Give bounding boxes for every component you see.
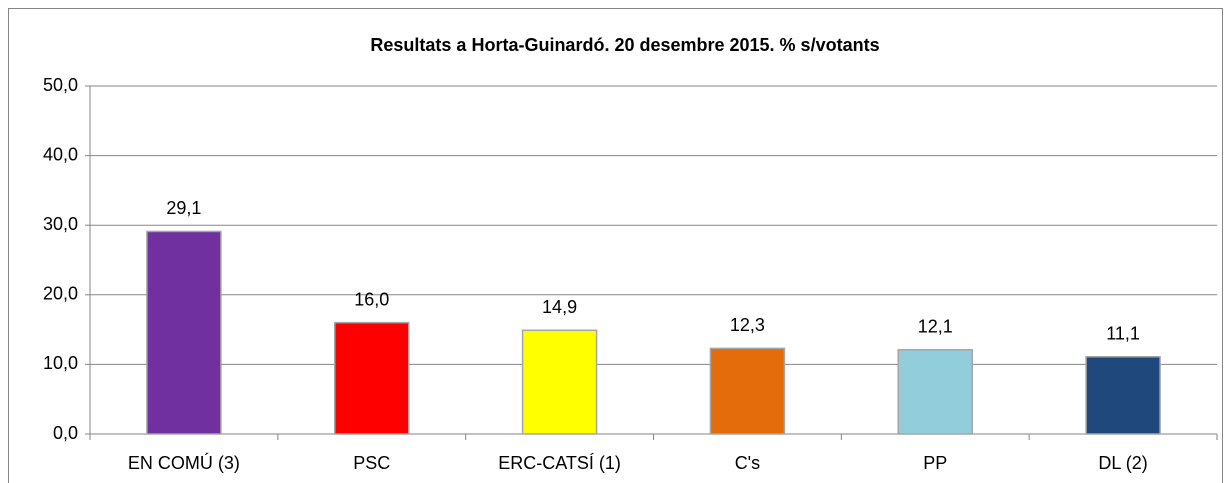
- y-tick-label: 20,0: [43, 284, 78, 304]
- y-tick-label: 40,0: [43, 144, 78, 164]
- bar: [897, 349, 973, 435]
- data-label: 29,1: [166, 198, 201, 218]
- y-tick-label: 50,0: [43, 75, 78, 95]
- y-tick-label: 30,0: [43, 214, 78, 234]
- y-tick-label: 0,0: [53, 423, 78, 443]
- y-tick-label: 10,0: [43, 353, 78, 373]
- bar: [334, 321, 410, 435]
- x-tick-label: PSC: [353, 453, 390, 473]
- data-label: 16,0: [354, 289, 389, 309]
- x-tick-label: ERC-CATSÍ (1): [498, 453, 621, 473]
- bar: [709, 347, 786, 435]
- data-label: 14,9: [542, 297, 577, 317]
- x-tick-label: PP: [923, 453, 947, 473]
- data-label: 12,1: [918, 317, 953, 337]
- x-tick-label: DL (2): [1098, 453, 1147, 473]
- bar: [146, 230, 222, 435]
- data-label: 11,1: [1106, 323, 1140, 343]
- data-label: 12,3: [730, 315, 765, 335]
- x-tick-label: EN COMÚ (3): [128, 452, 240, 473]
- x-tick-label: C's: [735, 453, 760, 473]
- bar: [1085, 355, 1161, 435]
- bar: [521, 329, 598, 435]
- chart-title: Resultats a Horta-Guinardó. 20 desembre …: [370, 35, 879, 55]
